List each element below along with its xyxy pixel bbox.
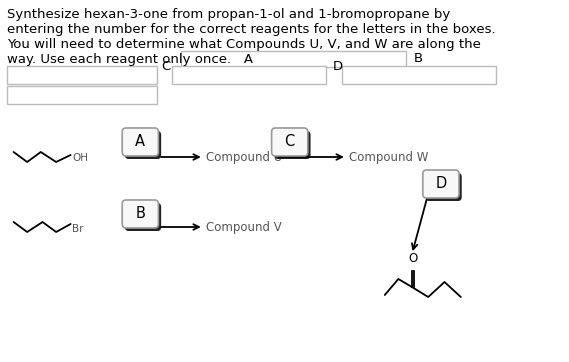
- Text: Compound W: Compound W: [349, 151, 429, 164]
- FancyBboxPatch shape: [181, 51, 406, 67]
- FancyBboxPatch shape: [125, 131, 161, 159]
- FancyBboxPatch shape: [122, 200, 158, 228]
- FancyBboxPatch shape: [271, 128, 308, 156]
- FancyBboxPatch shape: [122, 128, 158, 156]
- FancyBboxPatch shape: [7, 86, 156, 104]
- Text: Compound V: Compound V: [207, 220, 282, 233]
- Text: C: C: [284, 135, 295, 150]
- FancyBboxPatch shape: [274, 131, 311, 159]
- FancyBboxPatch shape: [426, 173, 461, 201]
- Text: B: B: [135, 206, 145, 222]
- FancyBboxPatch shape: [172, 66, 326, 84]
- Text: Synthesize hexan-3-one from propan-1-ol and 1-bromopropane by: Synthesize hexan-3-one from propan-1-ol …: [7, 8, 451, 21]
- Text: You will need to determine what Compounds U, V, and W are along the: You will need to determine what Compound…: [7, 38, 481, 51]
- Text: way. Use each reagent only once.   A: way. Use each reagent only once. A: [7, 53, 253, 66]
- Text: C: C: [161, 60, 170, 73]
- Text: B: B: [414, 52, 423, 66]
- Text: entering the number for the correct reagents for the letters in the boxes.: entering the number for the correct reag…: [7, 23, 496, 36]
- Text: OH: OH: [72, 153, 88, 163]
- FancyBboxPatch shape: [125, 203, 161, 231]
- Text: A: A: [135, 135, 145, 150]
- Text: D: D: [435, 177, 447, 191]
- Text: O: O: [408, 252, 418, 265]
- Text: Compound U: Compound U: [207, 151, 283, 164]
- FancyBboxPatch shape: [342, 66, 496, 84]
- FancyBboxPatch shape: [423, 170, 459, 198]
- Text: Br: Br: [72, 224, 84, 234]
- Text: D: D: [333, 60, 343, 73]
- FancyBboxPatch shape: [7, 66, 156, 84]
